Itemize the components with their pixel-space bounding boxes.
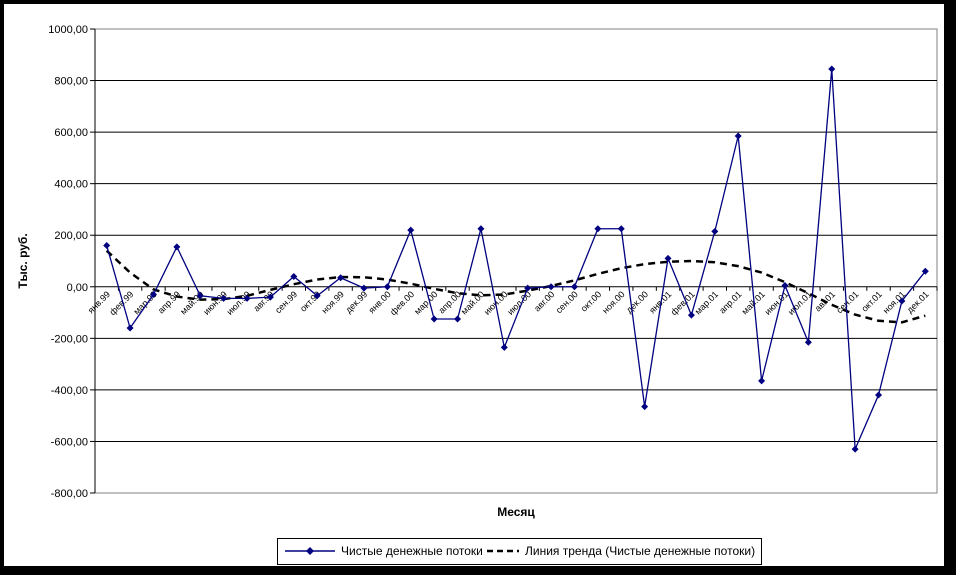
net-series-marker <box>196 292 204 300</box>
y-tick-label: -400,00 <box>51 385 88 397</box>
y-axis-title: Тыс. руб. <box>16 233 30 288</box>
net-series-marker <box>641 403 649 411</box>
net-series-marker <box>524 284 532 292</box>
net-series-marker <box>173 243 181 251</box>
net-series-marker <box>407 226 415 234</box>
net-series-marker <box>313 292 321 300</box>
net-series-marker <box>594 225 602 233</box>
net-series-marker <box>687 311 695 319</box>
y-tick-label: 600,00 <box>54 127 88 139</box>
net-series-marker <box>921 267 929 275</box>
legend-entry-net-cash-flows: Чистые денежные потоки <box>341 544 483 558</box>
net-series-marker <box>477 225 485 233</box>
net-series-marker <box>430 315 438 323</box>
y-tick-label: -200,00 <box>51 333 88 345</box>
net-series-marker <box>781 281 789 289</box>
net-series-marker <box>547 283 555 291</box>
net-series-marker <box>898 297 906 305</box>
net-series-marker <box>664 254 672 262</box>
legend-border <box>277 538 762 565</box>
trend-line-series <box>105 249 926 324</box>
legend-box[interactable]: Чистые денежные потоки Линия тренда (Чис… <box>277 538 762 565</box>
net-series-marker <box>126 324 134 332</box>
net-series-marker <box>500 343 508 351</box>
net-series-marker <box>220 294 228 302</box>
net-series-line <box>106 68 926 450</box>
net-series-marker <box>243 294 251 302</box>
net-series-marker <box>337 274 345 282</box>
y-tick-label: 0,00 <box>67 282 88 294</box>
net-series-marker <box>617 225 625 233</box>
net-series-marker <box>383 283 391 291</box>
net-series-marker <box>266 293 274 301</box>
net-series-marker <box>454 315 462 323</box>
y-tick-label: -600,00 <box>51 436 88 448</box>
y-tick-label: 400,00 <box>54 179 88 191</box>
net-series-marker <box>734 132 742 140</box>
net-series-marker <box>758 377 766 385</box>
net-series-marker <box>851 445 859 453</box>
y-tick-label: 800,00 <box>54 76 88 88</box>
net-series-marker <box>828 65 836 73</box>
legend-entry-trend-line: Линия тренда (Чистые денежные потоки) <box>525 544 755 558</box>
y-tick-label: -800,00 <box>51 488 88 500</box>
net-series-marker <box>360 284 368 292</box>
net-series-marker <box>103 242 111 250</box>
net-series-marker <box>570 283 578 291</box>
net-series-marker <box>804 338 812 346</box>
net-series-marker <box>149 291 157 299</box>
net-series-marker <box>875 391 883 399</box>
chart-background <box>4 4 944 566</box>
net-series-marker <box>711 227 719 235</box>
legend-diamond-marker-icon <box>306 547 314 555</box>
y-tick-label: 1000,00 <box>48 24 88 36</box>
net-series-marker <box>290 272 298 280</box>
x-axis-title: Месяц <box>497 505 535 519</box>
y-tick-label: 200,00 <box>54 230 88 242</box>
